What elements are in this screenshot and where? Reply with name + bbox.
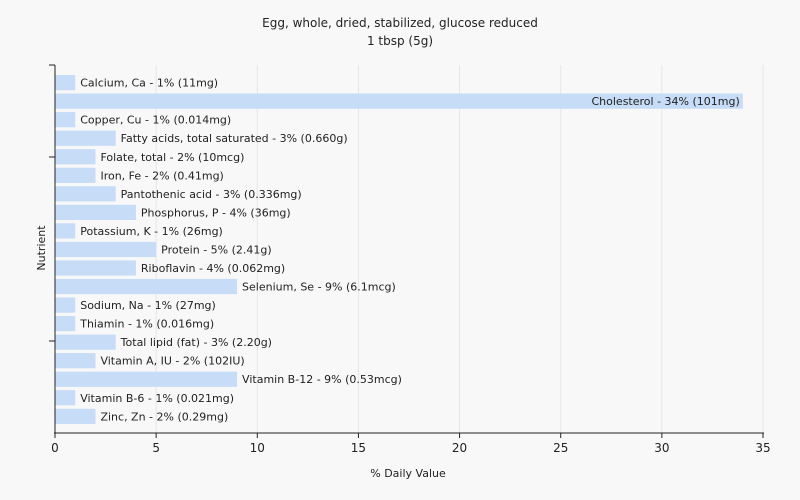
bar-calcium-ca xyxy=(55,75,76,91)
bar-label: Selenium, Se - 9% (6.1mcg) xyxy=(242,281,396,294)
bar-copper-cu xyxy=(55,112,76,128)
bar-potassium-k xyxy=(55,223,76,239)
bar-label: Folate, total - 2% (10mcg) xyxy=(100,151,244,164)
bar-label: Vitamin B-6 - 1% (0.021mg) xyxy=(80,392,234,405)
bar-label: Iron, Fe - 2% (0.41mg) xyxy=(100,169,223,182)
bar-label: Pantothenic acid - 3% (0.336mg) xyxy=(121,188,302,201)
x-tick-label-0: 0 xyxy=(51,441,59,455)
bar-label: Potassium, K - 1% (26mg) xyxy=(80,225,223,238)
bar-vitamin-b-12 xyxy=(55,371,238,387)
bar-label: Cholesterol - 34% (101mg) xyxy=(591,95,739,108)
x-tick-label-25: 25 xyxy=(553,441,568,455)
bar-label: Riboflavin - 4% (0.062mg) xyxy=(141,262,285,275)
gridlines xyxy=(155,65,764,433)
axes: 0 5 10 15 20 25 30 35 xyxy=(49,64,771,455)
bar-thiamin xyxy=(55,316,76,332)
x-tick-label-20: 20 xyxy=(452,441,467,455)
bar-vitamin-b-6 xyxy=(55,390,76,406)
bar-riboflavin xyxy=(55,260,136,276)
bar-label: Phosphorus, P - 4% (36mg) xyxy=(141,206,291,219)
bar-cholesterol xyxy=(55,93,743,109)
x-tick-label-15: 15 xyxy=(351,441,366,455)
bar-label: Vitamin B-12 - 9% (0.53mcg) xyxy=(242,373,402,386)
bar-zinc-zn xyxy=(55,408,96,424)
chart-title: Egg, whole, dried, stabilized, glucose r… xyxy=(262,16,538,30)
bar-total-lipid-fat- xyxy=(55,334,116,350)
bar-fatty-acids-total-saturated xyxy=(55,130,116,146)
bar-phosphorus-p xyxy=(55,204,136,220)
bar-label: Fatty acids, total saturated - 3% (0.660… xyxy=(121,132,348,145)
bar-sodium-na xyxy=(55,297,76,313)
x-axis-title: % Daily Value xyxy=(370,467,446,480)
x-tick-label-10: 10 xyxy=(250,441,265,455)
bar-label: Protein - 5% (2.41g) xyxy=(161,243,272,256)
bar-label: Copper, Cu - 1% (0.014mg) xyxy=(80,114,231,127)
bar-label: Thiamin - 1% (0.016mg) xyxy=(79,318,214,331)
x-tick-label-30: 30 xyxy=(654,441,669,455)
bar-label: Calcium, Ca - 1% (11mg) xyxy=(80,77,218,90)
bar-vitamin-a-iu xyxy=(55,353,96,369)
x-tick-label-35: 35 xyxy=(755,441,770,455)
bar-label: Total lipid (fat) - 3% (2.20g) xyxy=(120,336,272,349)
bar-folate-total xyxy=(55,149,96,165)
y-axis-title: Nutrient xyxy=(35,225,48,271)
bar-label: Zinc, Zn - 2% (0.29mg) xyxy=(100,410,228,423)
bars: Calcium, Ca - 1% (11mg) Cholesterol - 34%… xyxy=(55,75,743,424)
chart-subtitle: 1 tbsp (5g) xyxy=(367,34,433,48)
bar-protein xyxy=(55,241,157,258)
bar-iron-fe xyxy=(55,167,96,183)
bar-label: Sodium, Na - 1% (27mg) xyxy=(80,299,216,312)
bar-pantothenic-acid xyxy=(55,186,116,202)
x-tick-label-5: 5 xyxy=(152,441,160,455)
bar-label: Vitamin A, IU - 2% (102IU) xyxy=(100,355,244,368)
bar-selenium-se xyxy=(55,278,238,295)
